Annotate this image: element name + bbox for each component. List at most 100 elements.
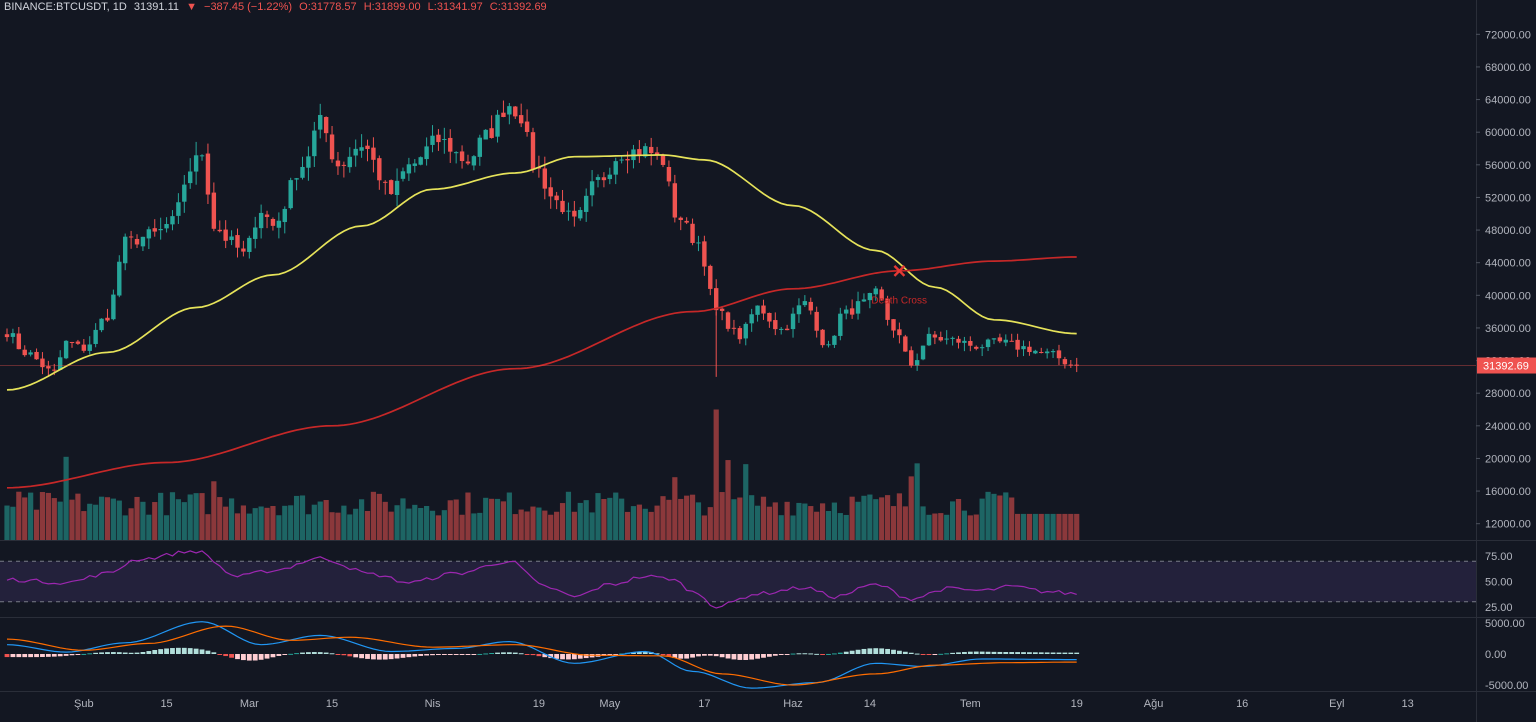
macd-histogram-bar bbox=[483, 653, 489, 655]
macd-histogram-bar bbox=[731, 654, 737, 660]
death-cross-marker bbox=[893, 264, 906, 277]
ohlc-low: L:31341.97 bbox=[427, 1, 483, 13]
macd-histogram-bar bbox=[1027, 652, 1032, 654]
volume-bar bbox=[583, 500, 589, 540]
ohlc-high: H:31899.00 bbox=[363, 1, 421, 13]
volume-bar bbox=[1009, 497, 1015, 540]
candle bbox=[513, 106, 518, 117]
volume-bar bbox=[258, 506, 264, 540]
time-axis-label: 13 bbox=[1402, 698, 1414, 710]
volume-bar bbox=[766, 506, 772, 540]
macd-histogram-bar bbox=[784, 654, 790, 655]
macd-histogram-bar bbox=[34, 654, 39, 658]
volume-bar bbox=[678, 498, 684, 540]
time-axis-label: 15 bbox=[160, 698, 172, 710]
candle bbox=[264, 214, 270, 217]
macd-histogram-bar bbox=[1015, 652, 1021, 654]
macd-histogram-bar bbox=[737, 654, 743, 660]
volume-bar bbox=[98, 496, 105, 540]
volume-bar bbox=[731, 499, 737, 540]
volume-bar bbox=[672, 477, 678, 540]
macd-histogram-bar bbox=[1038, 652, 1044, 654]
time-axis-label: 16 bbox=[1236, 698, 1248, 710]
candle bbox=[1074, 364, 1079, 366]
macd-histogram-bar bbox=[713, 654, 719, 657]
macd-histogram-bar bbox=[341, 654, 347, 656]
macd-histogram-bar bbox=[879, 648, 885, 654]
candle bbox=[678, 217, 683, 220]
candle bbox=[371, 147, 376, 160]
macd-histogram-bar bbox=[684, 654, 690, 659]
volume-bar bbox=[684, 495, 690, 540]
candle bbox=[802, 301, 808, 306]
candle bbox=[10, 333, 16, 337]
macd-histogram-bar bbox=[707, 654, 713, 656]
macd-histogram-bar bbox=[873, 648, 879, 654]
macd-histogram-bar bbox=[1050, 652, 1056, 654]
volume-bar bbox=[110, 498, 116, 540]
macd-histogram-bar bbox=[837, 652, 843, 654]
candle bbox=[483, 129, 488, 140]
macd-histogram-bar bbox=[459, 654, 465, 655]
volume-bar bbox=[814, 511, 820, 540]
volume-bar bbox=[749, 495, 755, 540]
candle bbox=[217, 229, 222, 232]
candle bbox=[1050, 351, 1056, 353]
volume-bar bbox=[441, 510, 447, 540]
time-axis-label: Nis bbox=[425, 698, 441, 710]
volume-bar bbox=[636, 504, 642, 540]
macd-histogram-bar bbox=[359, 654, 364, 659]
macd-histogram-bar bbox=[276, 654, 282, 656]
candle bbox=[93, 329, 98, 344]
candle bbox=[808, 301, 813, 311]
candle bbox=[276, 220, 282, 228]
candle bbox=[471, 156, 477, 166]
macd-histogram-bar bbox=[613, 654, 619, 655]
candle bbox=[318, 114, 323, 130]
volume-bar bbox=[950, 501, 956, 540]
macd-histogram-bar bbox=[252, 654, 258, 661]
volume-bar bbox=[205, 514, 211, 540]
macd-histogram-bar bbox=[749, 654, 755, 660]
volume-bar bbox=[1062, 513, 1068, 540]
volume-bar bbox=[725, 460, 731, 540]
macd-histogram-bar bbox=[181, 647, 187, 654]
macd-histogram-bar bbox=[1068, 652, 1074, 654]
candle bbox=[1015, 339, 1020, 350]
candle bbox=[507, 106, 512, 115]
candle bbox=[885, 298, 890, 320]
price-axis-label: 64000.00 bbox=[1485, 95, 1531, 107]
volume-bar bbox=[134, 496, 140, 540]
candle bbox=[123, 236, 128, 264]
candle bbox=[205, 153, 211, 195]
volume-bar bbox=[914, 463, 920, 540]
volume-bar bbox=[305, 514, 312, 540]
candle bbox=[1009, 340, 1014, 342]
volume-bar bbox=[707, 507, 713, 540]
candle bbox=[28, 352, 33, 355]
volume-bar bbox=[45, 492, 51, 540]
candle bbox=[412, 163, 417, 166]
volume-bar bbox=[435, 515, 442, 540]
macd-histogram-bar bbox=[376, 654, 382, 660]
price-change: −387.45 (−1.22%) bbox=[204, 1, 293, 13]
candle bbox=[708, 265, 713, 289]
candle bbox=[530, 132, 536, 170]
candle bbox=[57, 357, 63, 371]
volume-bar bbox=[81, 511, 87, 540]
symbol-label[interactable]: BINANCE:BTCUSDT, 1D bbox=[4, 1, 127, 13]
candle bbox=[323, 117, 329, 134]
volume-bar bbox=[542, 510, 548, 540]
macd-histogram-bar bbox=[962, 651, 967, 654]
macd-histogram-bar bbox=[294, 653, 299, 655]
volume-bar bbox=[270, 506, 276, 540]
macd-histogram-bar bbox=[566, 654, 571, 660]
macd-histogram-bar bbox=[235, 654, 240, 660]
candle bbox=[258, 212, 264, 229]
volume-bar bbox=[418, 507, 424, 540]
volume-bar bbox=[406, 508, 412, 540]
candle bbox=[459, 151, 465, 162]
volume-bar bbox=[347, 514, 353, 540]
candle bbox=[465, 161, 471, 164]
